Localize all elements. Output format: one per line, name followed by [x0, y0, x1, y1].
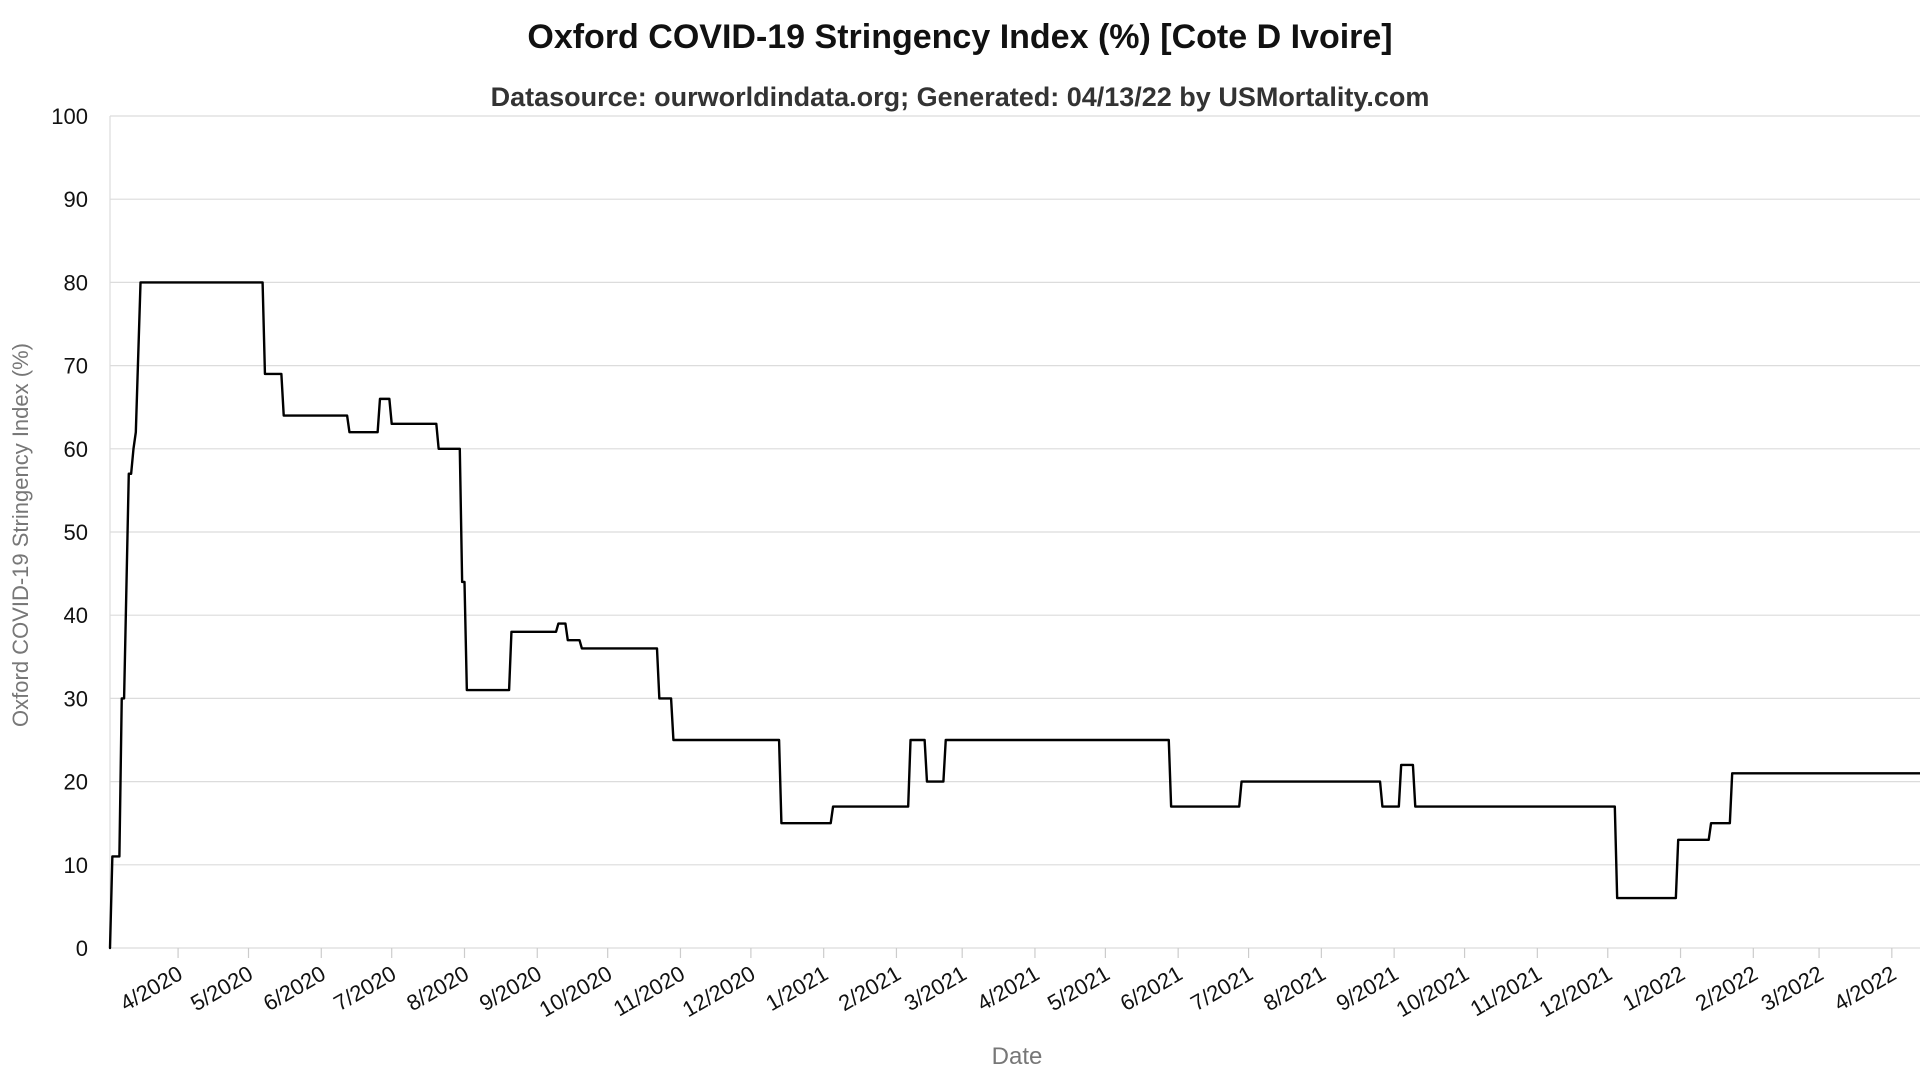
- x-tick-label: 10/2020: [535, 961, 616, 1022]
- x-tick-label: 6/2020: [259, 961, 330, 1016]
- x-tick-label: 11/2020: [609, 961, 689, 1022]
- x-tick-label: 4/2021: [973, 961, 1044, 1016]
- x-tick-label: 11/2021: [1466, 961, 1546, 1022]
- x-tick-label: 9/2020: [475, 961, 546, 1016]
- x-tick-label: 12/2020: [678, 961, 759, 1022]
- series-line: [108, 281, 1920, 950]
- y-tick-label: 90: [64, 187, 88, 212]
- y-tick-label: 80: [64, 270, 88, 295]
- x-tick-label: 2/2022: [1691, 961, 1762, 1016]
- y-tick-label: 60: [64, 437, 88, 462]
- y-tick-label: 30: [64, 686, 88, 711]
- y-axis-label: Oxford COVID-19 Stringency Index (%): [8, 343, 33, 727]
- gridlines: [109, 115, 1920, 958]
- y-tick-label: 20: [64, 770, 88, 795]
- x-tick-label: 8/2020: [402, 961, 473, 1016]
- y-axis: 0 10 20 30 40 50 60 70 80 90 100: [51, 104, 88, 961]
- x-tick-label: 10/2021: [1392, 961, 1473, 1022]
- x-axis-label: Date: [992, 1043, 1043, 1070]
- chart-subtitle: Datasource: ourworldindata.org; Generate…: [491, 82, 1430, 112]
- x-tick-label: 7/2020: [329, 961, 400, 1016]
- x-tick-label: 5/2020: [186, 961, 257, 1016]
- y-tick-label: 40: [64, 603, 88, 628]
- y-tick-label: 50: [64, 520, 88, 545]
- x-tick-label: 7/2021: [1186, 961, 1257, 1016]
- x-tick-label: 1/2022: [1618, 961, 1689, 1016]
- y-tick-label: 0: [76, 936, 88, 961]
- series-layer: [108, 281, 1920, 950]
- x-tick-label: 6/2021: [1116, 961, 1187, 1016]
- x-tick-label: 3/2022: [1757, 961, 1828, 1016]
- chart-title: Oxford COVID-19 Stringency Index (%) [Co…: [527, 18, 1392, 56]
- y-tick-label: 70: [64, 354, 88, 379]
- x-axis: 4/2020 5/2020 6/2020 7/2020 8/2020 9/202010/2…: [116, 961, 1901, 1022]
- y-tick-label: 10: [64, 853, 88, 878]
- x-tick-label: 4/2022: [1830, 961, 1901, 1016]
- x-tick-label: 12/2021: [1535, 961, 1616, 1022]
- x-tick-label: 1/2021: [761, 961, 832, 1016]
- x-tick-label: 9/2021: [1332, 961, 1403, 1016]
- x-tick-label: 5/2021: [1043, 961, 1114, 1016]
- x-tick-label: 4/2020: [116, 961, 187, 1016]
- x-tick-label: 3/2021: [900, 961, 971, 1016]
- x-tick-label: 2/2021: [834, 961, 905, 1016]
- y-tick-label: 100: [51, 104, 88, 129]
- x-tick-label: 8/2021: [1259, 961, 1330, 1016]
